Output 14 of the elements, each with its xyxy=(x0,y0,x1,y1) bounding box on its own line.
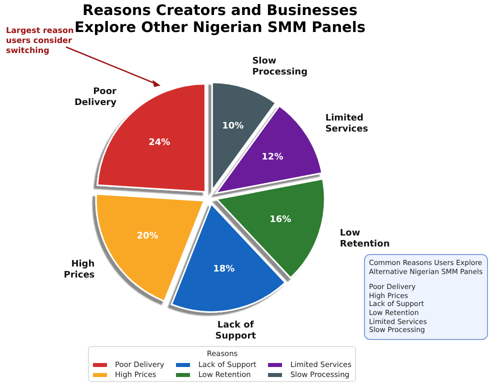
data-label: 18% xyxy=(213,264,235,275)
text: Largest reason users consider switching xyxy=(6,26,74,55)
data-label: 10% xyxy=(222,122,244,132)
category-label: Low Retention xyxy=(340,228,390,250)
chart-title: Reasons Creators and Businesses Explore Other Nigerian SMM Panels xyxy=(74,3,366,36)
data-label: 24% xyxy=(148,138,170,148)
slice-label: Limited Services xyxy=(325,113,368,134)
slice-label: Poor Delivery xyxy=(74,86,118,108)
slice-label: Slow Processing xyxy=(252,56,308,78)
data-label: 16% xyxy=(270,214,292,225)
data-label: 12% xyxy=(262,152,284,162)
slice-label: Lack of Support xyxy=(215,320,257,342)
data-label: 20% xyxy=(136,232,158,242)
slice-label: High Prices xyxy=(64,260,95,281)
